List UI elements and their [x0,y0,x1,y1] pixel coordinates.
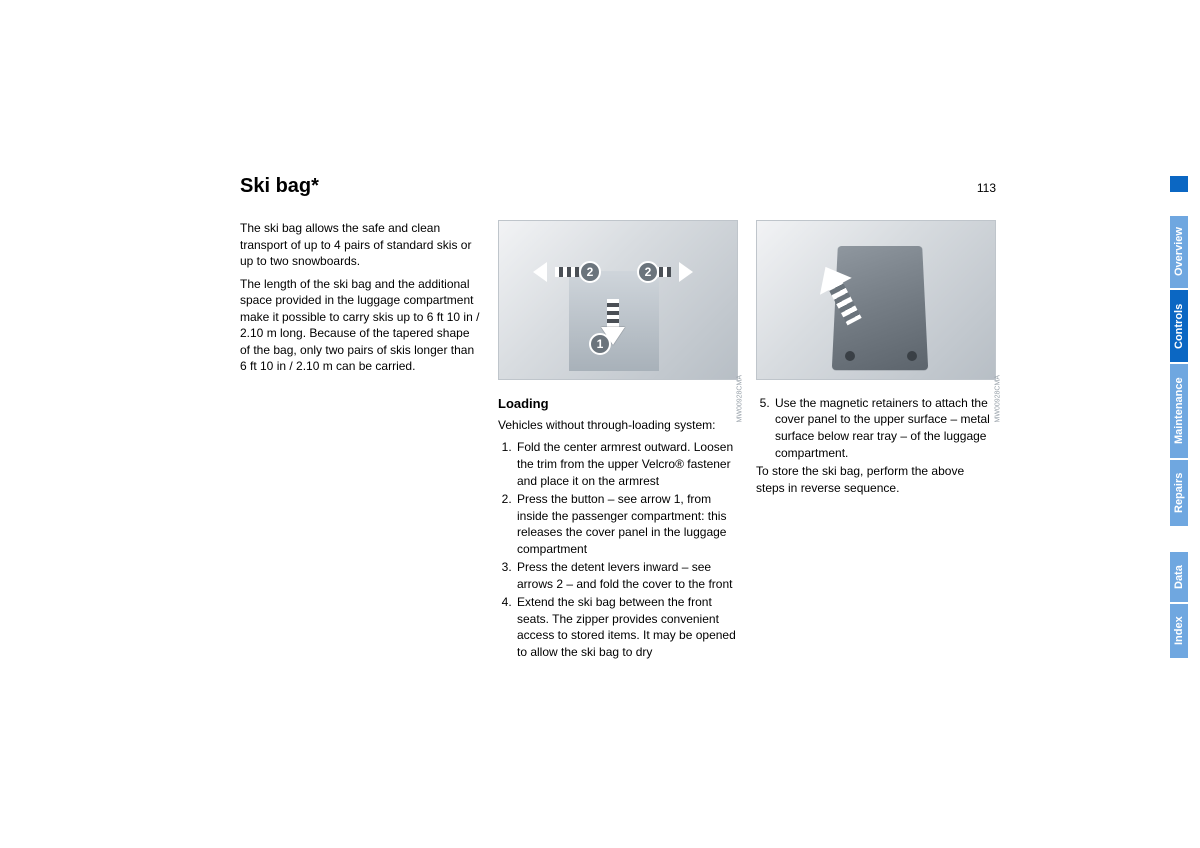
tab-overview[interactable]: Overview [1170,216,1188,288]
spacer-column [240,395,480,663]
loading-steps-list-cont: Use the magnetic retainers to attach the… [756,395,996,461]
page-title: Ski bag* [240,175,319,198]
figure2-rivet-right [907,351,917,361]
figure1-badge-1: 1 [589,333,611,355]
side-tabs: Overview Controls Maintenance Repairs Da… [1170,216,1188,660]
tab-controls[interactable]: Controls [1170,290,1188,362]
arrow-left-icon [543,263,579,281]
loading-closing: To store the ski bag, perform the above … [756,463,996,496]
loading-column-right: Use the magnetic retainers to attach the… [756,395,996,663]
figure1-badge-2-right: 2 [637,261,659,283]
figure1-code: MW00928CMA [736,375,743,422]
tab-data[interactable]: Data [1170,552,1188,602]
loading-heading: Loading [498,395,738,413]
loading-steps-list: Fold the center armrest outward. Loosen … [498,439,738,660]
intro-paragraph-1: The ski bag allows the safe and clean tr… [240,220,480,270]
loading-step-4: Extend the ski bag between the front sea… [515,594,738,660]
figure2-rivet-left [845,351,855,361]
tab-repairs[interactable]: Repairs [1170,460,1188,526]
tab-maintenance[interactable]: Maintenance [1170,364,1188,458]
loading-step-1: Fold the center armrest outward. Loosen … [515,439,738,489]
figure1-badge-2-left: 2 [579,261,601,283]
header-row: Ski bag* 113 [240,175,996,198]
loading-lead: Vehicles without through-loading sys­tem… [498,417,738,434]
loading-step-5: Use the magnetic retainers to attach the… [773,395,996,461]
row-top: The ski bag allows the safe and clean tr… [240,220,996,381]
figure-loading-arrows: 2 2 1 MW00928CMA [498,220,738,380]
page-content: Ski bag* 113 The ski bag allows the safe… [240,175,996,663]
intro-column: The ski bag allows the safe and clean tr… [240,220,480,381]
figure2-code: MW00928CMA [994,375,1001,422]
page-number-marker [1170,176,1188,192]
row-bottom: Loading Vehicles without through-loading… [240,395,996,663]
page-number: 113 [977,181,996,195]
figures-row: 2 2 1 MW00928CMA MW00928CMA [498,220,996,381]
loading-step-2: Press the button – see arrow 1, from ins… [515,491,738,557]
intro-paragraph-2: The length of the ski bag and the addi­t… [240,276,480,375]
loading-column: Loading Vehicles without through-loading… [498,395,738,663]
loading-step-3: Press the detent levers inward – see arr… [515,559,738,592]
figure-cover-panel: MW00928CMA [756,220,996,380]
tab-index[interactable]: Index [1170,604,1188,658]
